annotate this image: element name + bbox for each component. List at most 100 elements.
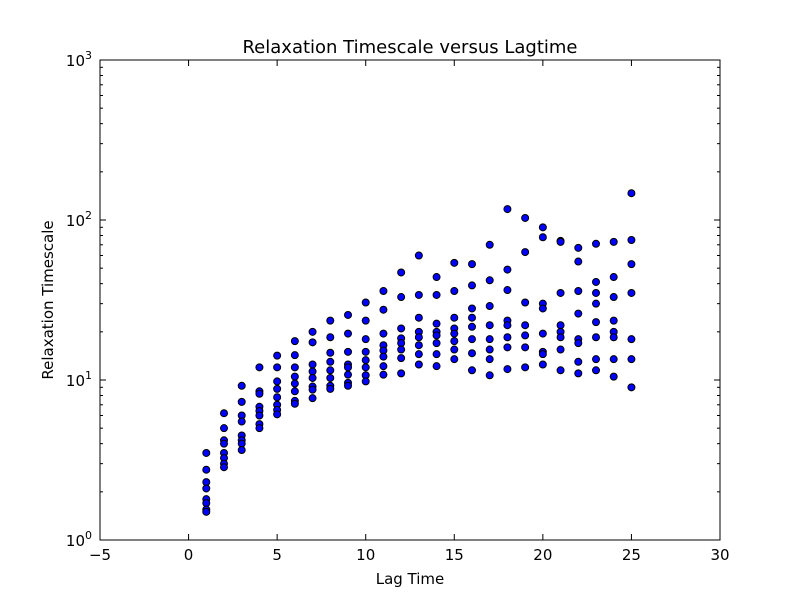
y-tick-label: 102 xyxy=(66,209,92,230)
data-point xyxy=(273,377,282,386)
y-axis-label: Relaxation Timescale xyxy=(39,220,57,379)
data-point xyxy=(432,350,441,359)
x-axis: −5 0 5 10 15 20 25 30 xyxy=(89,60,730,564)
data-point xyxy=(432,362,441,371)
data-point xyxy=(202,507,211,516)
data-point xyxy=(450,286,459,295)
data-point xyxy=(503,205,512,214)
data-point xyxy=(485,371,494,380)
data-point xyxy=(344,381,352,390)
data-point xyxy=(468,313,476,322)
data-point xyxy=(609,333,618,342)
data-point xyxy=(485,345,494,354)
data-point xyxy=(450,313,459,322)
y-tick-label: 100 xyxy=(66,529,92,550)
data-point xyxy=(592,355,600,364)
data-point xyxy=(290,337,299,346)
data-point xyxy=(344,329,352,338)
data-point xyxy=(592,299,600,308)
data-point xyxy=(574,286,583,295)
chart-title: Relaxation Timescale versus Lagtime xyxy=(242,37,577,58)
data-point xyxy=(450,258,459,267)
data-point xyxy=(326,316,335,325)
data-point xyxy=(237,397,246,406)
data-point xyxy=(503,365,512,374)
data-point xyxy=(468,260,476,269)
x-tick-label: 30 xyxy=(710,546,729,564)
data-point xyxy=(627,288,636,297)
x-tick-label: −5 xyxy=(89,546,111,564)
x-tick-label: 0 xyxy=(184,546,194,564)
data-point xyxy=(361,377,370,386)
data-point xyxy=(592,318,600,327)
data-point xyxy=(273,393,282,402)
data-point xyxy=(220,409,228,418)
data-point xyxy=(255,411,264,420)
data-point xyxy=(290,387,299,396)
x-tick-label: 5 xyxy=(272,546,282,564)
y-axis: 100 101 102 103 xyxy=(66,49,720,550)
data-point xyxy=(468,281,476,290)
data-point xyxy=(202,465,211,474)
data-point xyxy=(361,316,370,325)
x-tick-label: 20 xyxy=(533,546,552,564)
data-point xyxy=(592,366,600,375)
data-point xyxy=(220,424,228,433)
data-point xyxy=(397,354,406,363)
data-point xyxy=(574,357,583,366)
data-point xyxy=(220,463,228,472)
data-point xyxy=(556,366,565,375)
data-point xyxy=(361,347,370,356)
data-point xyxy=(468,335,476,344)
data-point xyxy=(503,333,512,342)
data-point xyxy=(627,383,636,392)
data-point xyxy=(308,327,317,336)
data-point xyxy=(627,260,636,269)
data-point xyxy=(503,321,512,330)
data-point xyxy=(397,369,406,378)
data-point xyxy=(485,276,494,285)
x-tick-label: 15 xyxy=(445,546,464,564)
data-point xyxy=(609,237,618,246)
data-point xyxy=(414,350,423,359)
data-point xyxy=(538,350,547,359)
data-point xyxy=(326,333,335,342)
data-point xyxy=(556,321,565,330)
data-point xyxy=(574,257,583,266)
y-tick-label: 101 xyxy=(66,369,92,390)
data-point xyxy=(609,372,618,381)
data-point xyxy=(344,370,352,379)
data-point xyxy=(574,309,583,318)
data-point xyxy=(397,345,406,354)
data-point xyxy=(308,338,317,347)
data-point xyxy=(556,288,565,297)
data-point xyxy=(574,339,583,348)
data-point xyxy=(308,373,317,382)
data-point xyxy=(290,372,299,381)
data-point xyxy=(432,319,441,328)
data-point xyxy=(414,360,423,369)
data-point xyxy=(485,335,494,344)
data-point xyxy=(538,329,547,338)
data-point xyxy=(627,335,636,344)
data-point xyxy=(255,363,264,372)
data-point xyxy=(344,363,352,372)
data-point xyxy=(255,389,264,398)
data-point xyxy=(538,223,547,232)
data-point xyxy=(592,288,600,297)
data-point xyxy=(450,345,459,354)
data-point xyxy=(361,356,370,365)
data-point xyxy=(202,484,211,493)
data-point xyxy=(503,265,512,274)
data-point xyxy=(538,360,547,369)
data-point xyxy=(290,351,299,360)
data-point xyxy=(344,310,352,319)
data-point xyxy=(432,273,441,282)
data-point xyxy=(326,357,335,366)
data-point xyxy=(556,237,565,246)
data-point xyxy=(290,363,299,372)
data-point xyxy=(326,348,335,357)
data-point xyxy=(414,333,423,342)
data-point xyxy=(202,448,211,457)
data-point xyxy=(485,321,494,330)
